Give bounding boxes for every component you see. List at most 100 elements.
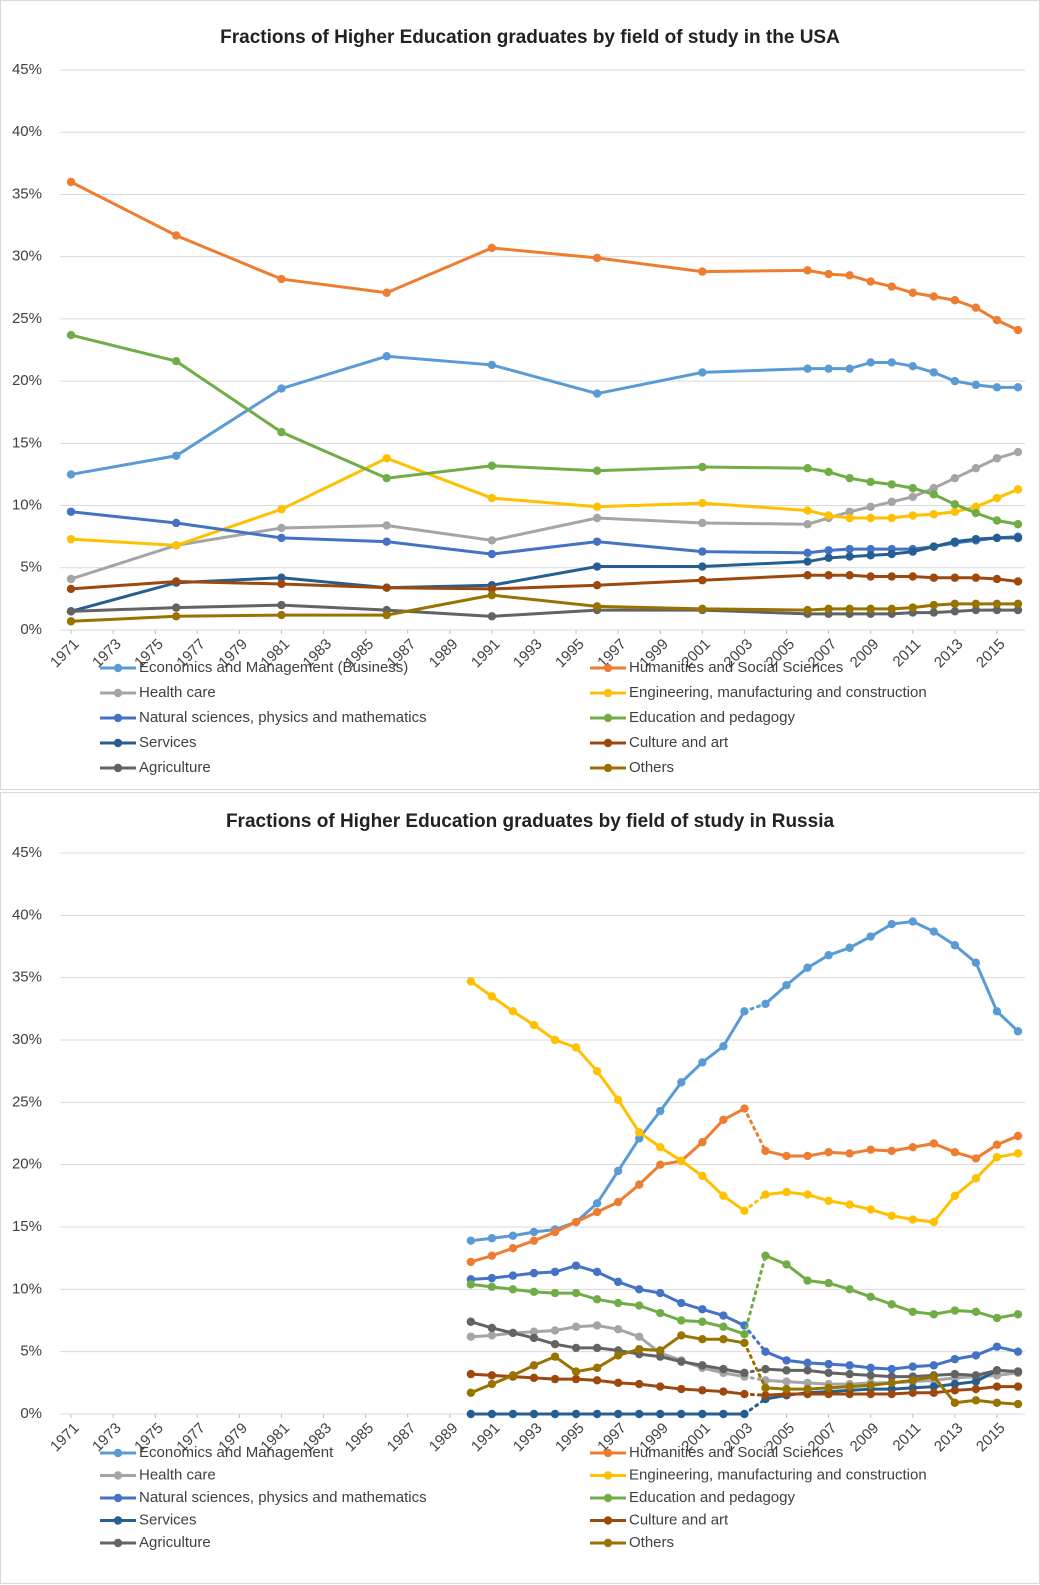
data-point [613, 1277, 623, 1287]
data-point [172, 357, 181, 366]
data-point [1013, 1131, 1023, 1141]
y-tick-label: 0% [20, 1405, 42, 1422]
data-point [677, 1331, 686, 1340]
data-point [613, 1351, 623, 1360]
data-point [761, 1347, 770, 1356]
data-point [992, 315, 1002, 325]
data-point [845, 1389, 854, 1399]
data-point [656, 1143, 665, 1152]
data-point [550, 1409, 560, 1419]
data-point [698, 1386, 707, 1395]
data-point [466, 1236, 476, 1245]
data-point [487, 1323, 497, 1333]
data-point [277, 274, 286, 284]
data-point [845, 1200, 854, 1209]
data-point [571, 1409, 581, 1419]
data-point [971, 1384, 981, 1394]
data-point [887, 1211, 896, 1220]
data-point [487, 536, 497, 545]
data-point [782, 1187, 791, 1197]
data-point [487, 1379, 497, 1389]
data-point [635, 1128, 644, 1137]
data-point [277, 610, 286, 620]
data-point [866, 1389, 875, 1399]
data-point [466, 977, 476, 986]
data-point [992, 605, 1002, 615]
data-point [824, 604, 833, 614]
legend-marker [603, 763, 613, 773]
data-point [824, 571, 833, 580]
y-tick-label: 10% [12, 497, 42, 514]
data-point [698, 1409, 707, 1419]
data-point [698, 1317, 707, 1326]
data-point [277, 384, 286, 393]
data-point [677, 1078, 686, 1087]
data-point [971, 1377, 981, 1386]
data-point [803, 1384, 812, 1394]
data-point [592, 1321, 602, 1330]
data-point [845, 571, 854, 580]
data-point [845, 1361, 854, 1370]
plot-area [66, 177, 1023, 626]
data-point [571, 1217, 581, 1227]
legend-marker [603, 738, 613, 748]
data-point [929, 608, 939, 617]
data-point [529, 1409, 539, 1419]
data-point [571, 1343, 581, 1353]
legend-marker [113, 1448, 123, 1458]
legend-label: Agriculture [139, 1534, 211, 1551]
data-point [887, 480, 896, 489]
data-point [592, 389, 602, 398]
data-point [277, 505, 286, 514]
data-point [761, 999, 770, 1009]
data-point [613, 1166, 623, 1176]
data-point [971, 380, 981, 390]
data-point [698, 1058, 707, 1067]
data-point [950, 507, 960, 516]
data-point [824, 1389, 833, 1399]
data-point [613, 1325, 623, 1334]
data-point [66, 507, 76, 516]
legend-marker [603, 1471, 613, 1480]
data-point [950, 607, 960, 616]
data-point [887, 919, 896, 929]
data-point [950, 537, 960, 546]
y-tick-label: 25% [12, 310, 42, 327]
data-point [782, 1366, 791, 1375]
data-point [740, 1389, 749, 1399]
data-point [613, 1197, 623, 1207]
data-point [740, 1007, 749, 1016]
data-point [971, 534, 981, 544]
data-point [466, 1388, 476, 1398]
data-point [656, 1106, 665, 1116]
data-point [698, 1305, 707, 1314]
data-point [971, 1371, 981, 1380]
legend-marker [603, 1493, 613, 1503]
data-point [382, 537, 391, 546]
break-connector [742, 1254, 767, 1336]
data-point [824, 1148, 833, 1157]
data-point [992, 1382, 1002, 1391]
legend-label: Economics and Management (Business) [139, 659, 408, 676]
legend-label: Humanities and Social Sciences [629, 659, 843, 676]
data-point [487, 549, 497, 559]
data-point [719, 1311, 728, 1320]
data-point [487, 461, 497, 470]
data-point [929, 1372, 939, 1381]
data-point [592, 1295, 602, 1304]
data-point [277, 427, 286, 437]
data-point [908, 1215, 917, 1224]
data-point [529, 1236, 539, 1245]
data-point [845, 364, 854, 373]
data-point [929, 1361, 939, 1370]
legend-label: Education and pedagogy [629, 709, 795, 726]
legend-label: Others [629, 1534, 674, 1551]
data-point [803, 1366, 812, 1375]
data-point [908, 1143, 917, 1152]
data-point [992, 516, 1002, 525]
break-connector [742, 1341, 767, 1390]
data-point [635, 1301, 644, 1310]
data-point [487, 1371, 497, 1380]
legend-label: Economics and Management [139, 1444, 334, 1461]
data-point [992, 599, 1002, 609]
